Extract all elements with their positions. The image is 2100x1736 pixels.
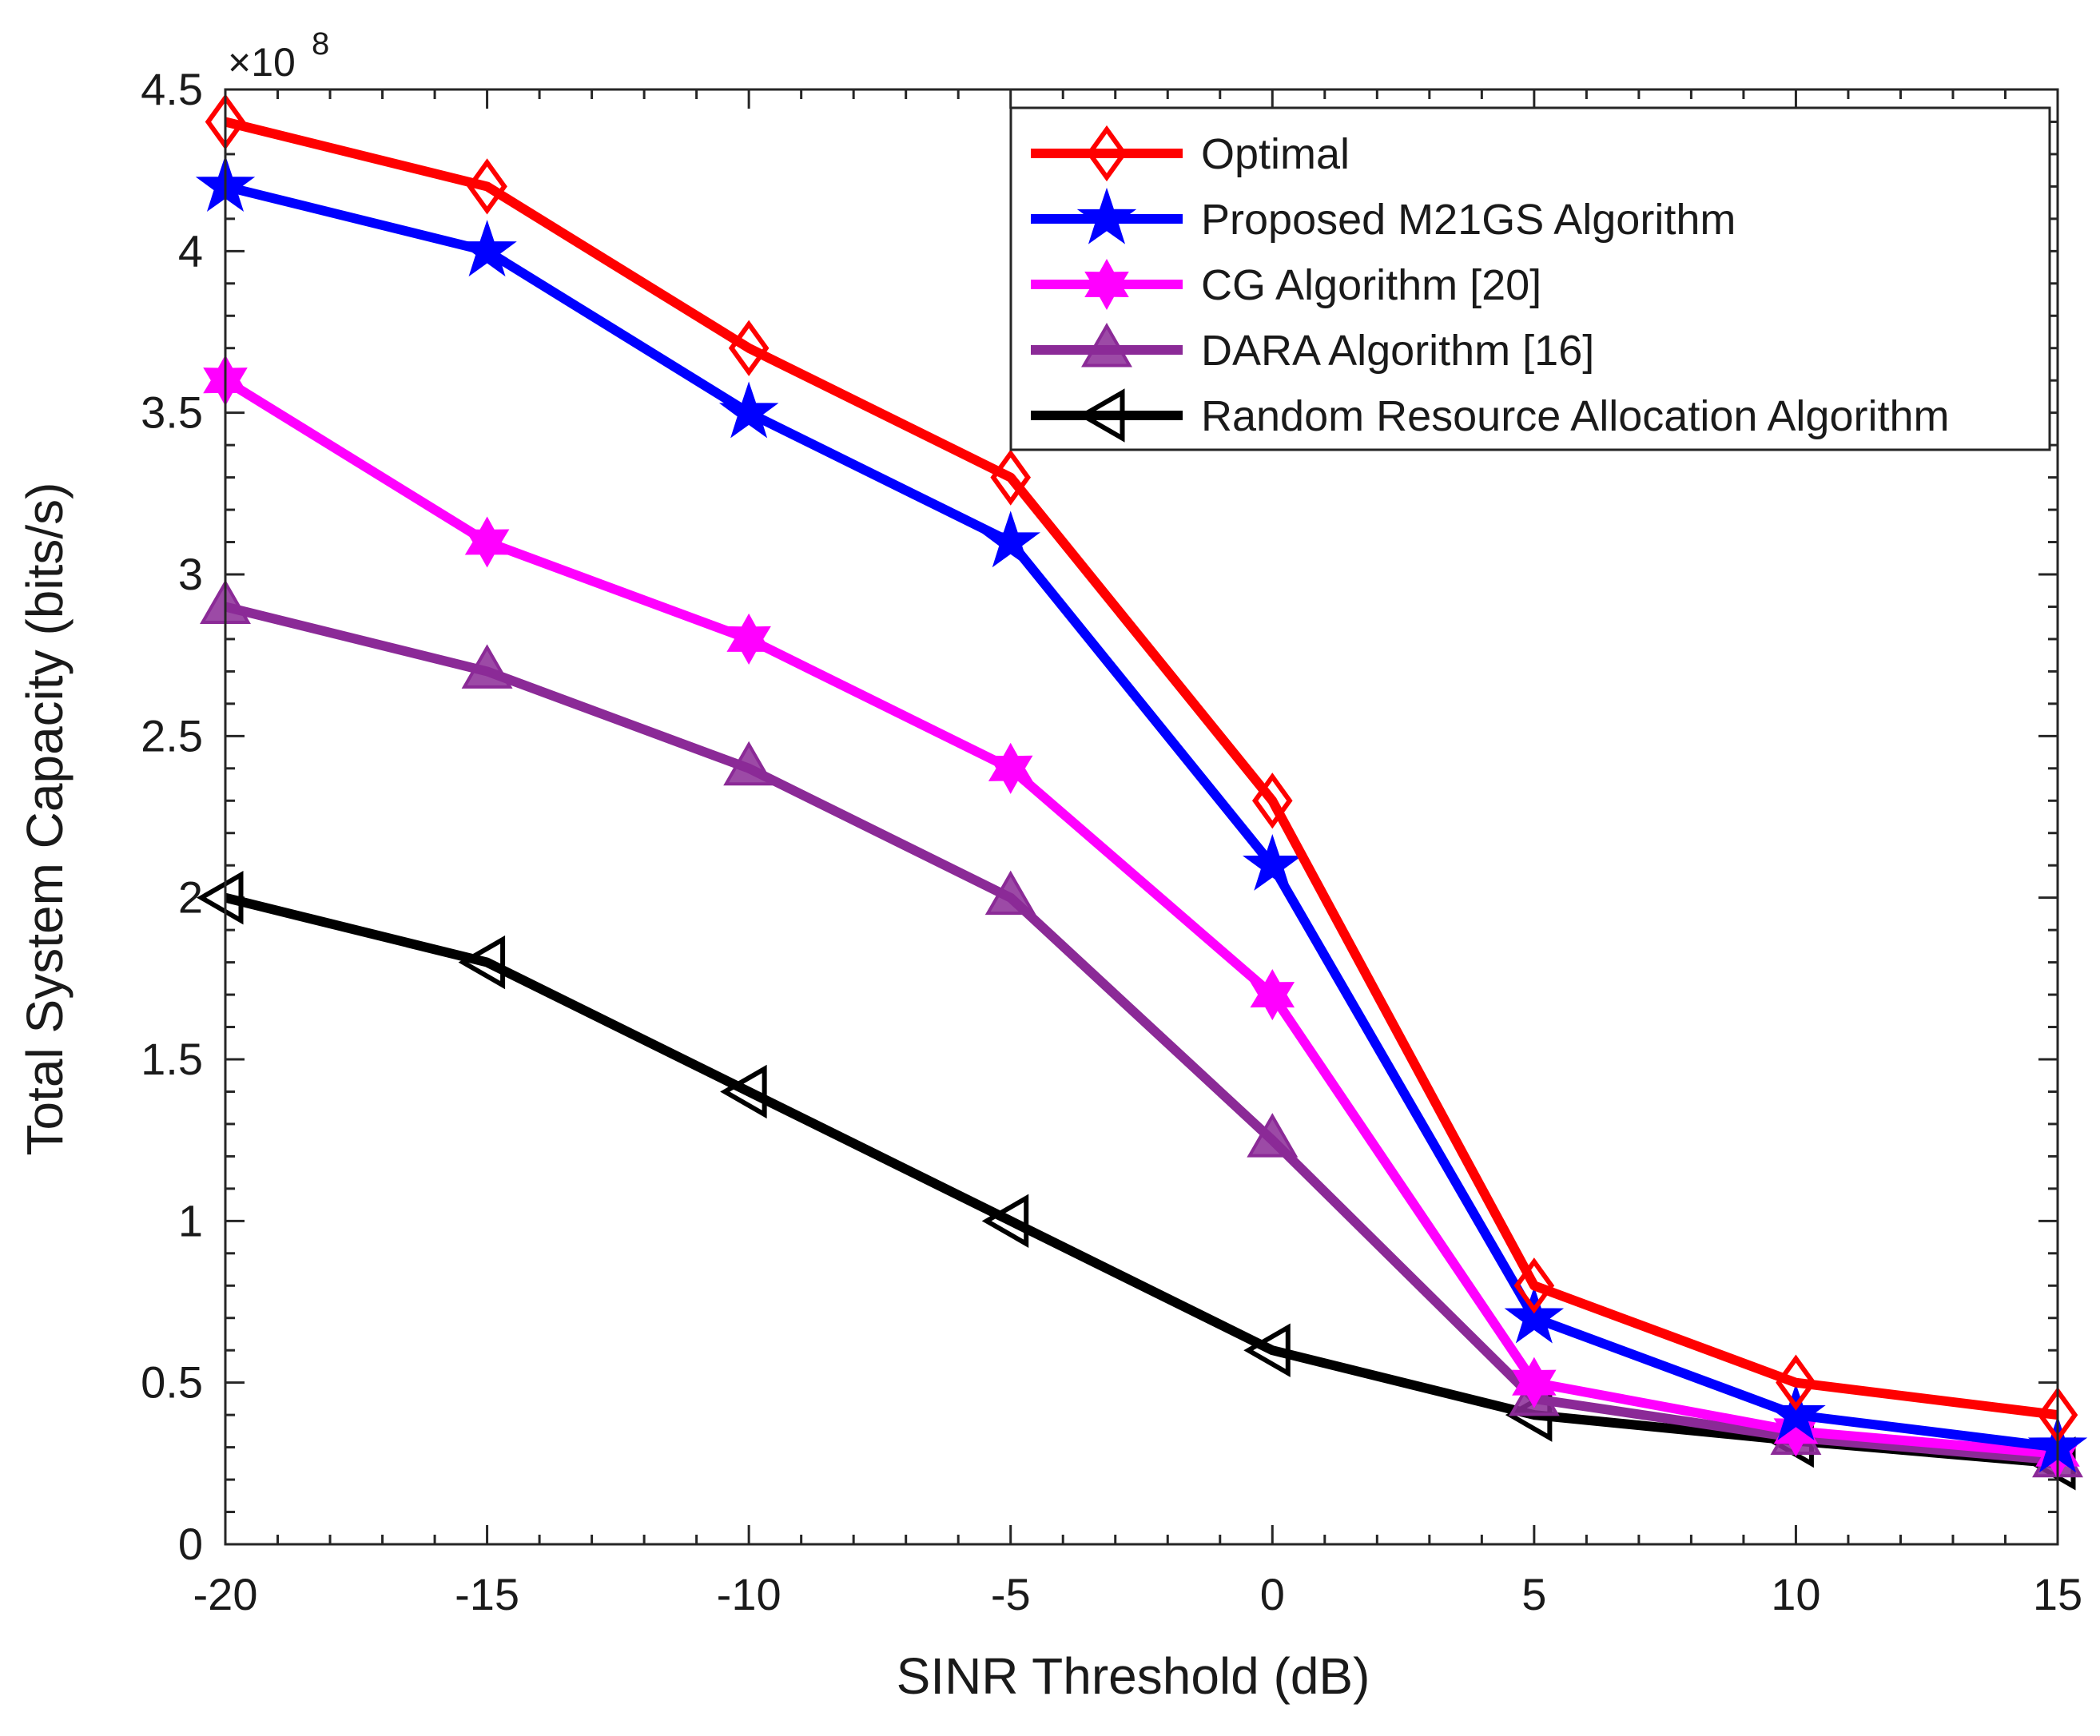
y-tick-label: 4.5 <box>141 64 203 114</box>
data-point <box>726 613 771 665</box>
data-point <box>990 449 1032 506</box>
data-point <box>458 935 506 990</box>
y-tick-label: 1 <box>178 1195 203 1245</box>
data-point <box>728 320 770 376</box>
y-multiplier-label: ×10 <box>228 40 296 85</box>
legend: Optimal Proposed M21GS Algorithm CG Algori… <box>1009 106 2051 451</box>
data-point <box>461 644 513 689</box>
legend-item: Optimal <box>1031 125 1350 182</box>
data-point <box>1251 773 1293 829</box>
legend-item: CG Algorithm [20] <box>1031 258 1541 311</box>
x-axis: -20 -15 -10 -5 0 5 10 15 <box>193 89 2082 1619</box>
data-point <box>718 381 779 439</box>
legend-marker <box>1081 322 1132 367</box>
data-point <box>720 1064 767 1119</box>
data-point <box>1247 1113 1299 1158</box>
y-axis-title: Total System Capacity (bits/s) <box>16 483 74 1156</box>
x-tick-label: -5 <box>991 1569 1031 1619</box>
legend-marker <box>1076 187 1137 244</box>
y-tick-label: 0 <box>178 1519 203 1569</box>
y-axis: 00.511.522.533.544.5 <box>141 64 2058 1569</box>
series-3 <box>203 355 2080 1480</box>
y-tick-label: 2.5 <box>141 710 203 761</box>
legend-label: DARA Algorithm [16] <box>1201 327 1594 375</box>
data-point <box>196 870 244 925</box>
data-point <box>1243 1323 1291 1377</box>
data-point <box>1242 834 1303 891</box>
legend-label: CG Algorithm [20] <box>1201 261 1541 309</box>
data-point <box>1513 1257 1555 1314</box>
legend-label: Random Resource Allocation Algorithm <box>1201 392 1949 440</box>
x-tick-label: 5 <box>1521 1569 1546 1619</box>
y-tick-label: 3 <box>178 549 203 599</box>
x-tick-label: -10 <box>717 1569 782 1619</box>
legend-box <box>1009 106 2051 451</box>
y-tick-label: 3.5 <box>141 387 203 438</box>
axes-frame <box>224 88 2059 1546</box>
y-tick-label: 0.5 <box>141 1357 203 1408</box>
x-axis-title: SINR Threshold (dB) <box>897 1647 1370 1705</box>
data-point <box>980 510 1041 568</box>
data-point <box>464 516 510 568</box>
x-tick-label: -20 <box>193 1569 258 1619</box>
legend-marker <box>1086 125 1128 182</box>
data-point <box>723 741 775 786</box>
legend-marker <box>1084 258 1129 311</box>
data-point <box>984 870 1036 916</box>
data-point <box>1250 969 1295 1021</box>
series-line <box>224 602 2058 1465</box>
legend-item: DARA Algorithm [16] <box>1031 322 1594 375</box>
legend-item: Proposed M21GS Algorithm <box>1031 187 1736 244</box>
x-tick-label: 0 <box>1260 1569 1285 1619</box>
series-1 <box>205 93 2078 1444</box>
data-point <box>1512 1357 1557 1408</box>
data-point <box>1504 1286 1565 1344</box>
data-point <box>988 742 1033 794</box>
legend-marker <box>1077 388 1125 443</box>
x-tick-label: 10 <box>1771 1569 1820 1619</box>
data-point <box>1766 1383 1826 1440</box>
series-line <box>224 181 2058 1452</box>
series-line <box>224 892 2058 1468</box>
x-tick-label: -15 <box>455 1569 519 1619</box>
legend-label: Proposed M21GS Algorithm <box>1201 196 1736 244</box>
series-line <box>222 376 2058 1459</box>
x-tick-label: 15 <box>2033 1569 2082 1619</box>
data-point <box>1776 1354 1816 1411</box>
data-point <box>981 1194 1029 1249</box>
y-tick-label: 1.5 <box>141 1034 203 1084</box>
y-multiplier-exponent: 8 <box>312 26 329 62</box>
legend-label: Optimal <box>1201 130 1350 178</box>
data-point <box>457 220 517 277</box>
series-line <box>224 117 2058 1420</box>
data-point <box>467 158 507 215</box>
plot-frame <box>224 88 2059 1546</box>
y-tick-label: 4 <box>178 225 203 276</box>
legend-item: Random Resource Allocation Algorithm <box>1031 388 1949 443</box>
